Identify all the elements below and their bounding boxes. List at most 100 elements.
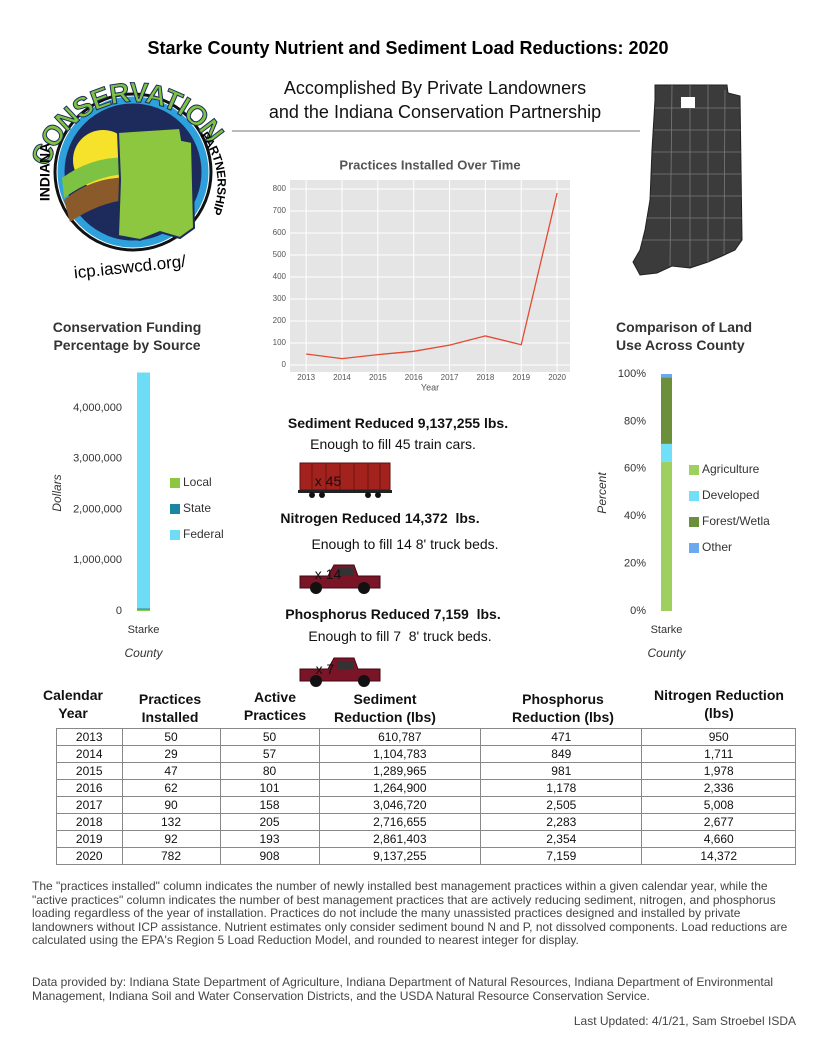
y-tick-label: 600 <box>273 228 287 237</box>
table-cell: 7,159 <box>480 847 643 865</box>
page-title: Starke County Nutrient and Sediment Load… <box>147 38 668 58</box>
table-cell: 2,716,655 <box>318 813 482 831</box>
bar-segment <box>661 377 672 444</box>
table-cell: 158 <box>219 796 320 814</box>
legend-swatch <box>689 543 699 553</box>
bar-segment <box>661 443 672 462</box>
table-cell: 2,505 <box>480 796 643 814</box>
legend-swatch <box>170 478 180 488</box>
y-tick-label: 0 <box>282 360 287 369</box>
column-header: Phosphorus Reduction (lbs) <box>512 691 614 725</box>
table-cell: 205 <box>219 813 320 831</box>
bar-segment <box>137 372 150 609</box>
last-updated: Last Updated: 4/1/21, Sam Stroebel ISDA <box>573 1014 796 1028</box>
legend-swatch <box>170 530 180 540</box>
logo-url: icp.iaswcd.org/ <box>73 252 187 283</box>
y-tick-label: 0 <box>116 605 122 617</box>
bar-segment <box>661 374 672 378</box>
table-row: 2014 29 57 1,104,783 849 1,711 <box>56 745 796 763</box>
table-cell: 50 <box>121 728 221 746</box>
table-cell: 849 <box>480 745 643 763</box>
y-tick-label: 100% <box>618 368 646 380</box>
stat-detail: Enough to fill 14 8' truck beds. <box>311 536 499 552</box>
table-cell: 2,677 <box>641 813 796 831</box>
y-tick-label: 1,000,000 <box>73 554 122 566</box>
stat-count: x 14 <box>314 566 342 582</box>
stat-count: x 45 <box>314 473 342 489</box>
legend-swatch <box>689 517 699 527</box>
column-header: Active Practices <box>243 689 307 723</box>
logo: CONSERVATION INDIANA PARTNERSHIP icp.ias… <box>25 77 230 283</box>
table-row: 2015 47 80 1,289,965 981 1,978 <box>56 762 796 780</box>
chart-title: Conservation Funding Percentage by Sourc… <box>52 319 202 353</box>
legend-label: Developed <box>702 488 759 502</box>
legend-label: Federal <box>183 527 224 541</box>
table-cell: 2013 <box>56 728 123 746</box>
legend-label: Agriculture <box>702 462 760 476</box>
x-tick-label: 2016 <box>405 373 423 382</box>
table-cell: 2016 <box>56 779 123 797</box>
y-tick-label: 2,000,000 <box>73 503 122 515</box>
table-cell: 2,283 <box>480 813 643 831</box>
table-cell: 57 <box>219 745 320 763</box>
table-row: 2013 50 50 610,787 471 950 <box>56 728 796 746</box>
column-header: Practices Installed <box>138 691 202 725</box>
x-axis-label: County <box>647 646 686 660</box>
table-cell: 62 <box>121 779 221 797</box>
x-axis-label: County <box>124 646 163 660</box>
x-tick-label: 2018 <box>476 373 494 382</box>
subtitle: Accomplished By Private Landowners <box>283 78 587 98</box>
table-cell: 2019 <box>56 830 123 848</box>
y-tick-label: 3,000,000 <box>73 453 122 465</box>
table-cell: 2,354 <box>480 830 643 848</box>
data-table: 2013 50 50 610,787 471 950 2014 29 57 1,104,783 84… <box>56 728 796 865</box>
column-header: Sediment Reduction (lbs) <box>334 691 436 725</box>
sources: Data provided by: Indiana State Departme… <box>32 975 774 1003</box>
table-cell: 92 <box>121 830 221 848</box>
subtitle: and the Indiana Conservation Partnership <box>268 102 602 122</box>
x-tick-label: Starke <box>128 624 160 636</box>
y-tick-label: 40% <box>624 510 646 522</box>
table-cell: 908 <box>219 847 320 865</box>
table-cell: 2017 <box>56 796 123 814</box>
footnote: The "practices installed" column indicat… <box>32 879 788 947</box>
y-tick-label: 60% <box>624 463 646 475</box>
legend-label: Other <box>702 540 732 554</box>
stat-detail: Enough to fill 7 8' truck beds. <box>308 628 492 644</box>
truck-icon <box>299 564 381 594</box>
table-row: 2019 92 193 2,861,403 2,354 4,660 <box>56 830 796 848</box>
table-cell: 29 <box>121 745 221 763</box>
table-cell: 1,289,965 <box>318 762 482 780</box>
legend-label: State <box>183 501 211 515</box>
table-cell: 80 <box>219 762 320 780</box>
y-tick-label: 800 <box>273 184 287 193</box>
bar-segment <box>137 608 150 610</box>
y-tick-label: 0% <box>630 605 646 617</box>
table-cell: 610,787 <box>318 728 482 746</box>
table-cell: 3,046,720 <box>318 796 482 814</box>
table-row: 2016 62 101 1,264,900 1,178 2,336 <box>56 779 796 797</box>
stat-headline: Phosphorus Reduced 7,159 lbs. <box>285 606 501 622</box>
bar-segment <box>661 461 672 611</box>
x-tick-label: Starke <box>651 624 683 636</box>
y-tick-label: 4,000,000 <box>73 402 122 414</box>
table-cell: 471 <box>480 728 643 746</box>
y-tick-label: 20% <box>624 558 646 570</box>
y-tick-label: 500 <box>273 250 287 259</box>
legend-swatch <box>170 504 180 514</box>
y-tick-label: 100 <box>273 338 287 347</box>
table-row: 2020 782 908 9,137,255 7,159 14,372 <box>56 847 796 865</box>
table-cell: 2,336 <box>641 779 796 797</box>
table-cell: 1,711 <box>641 745 796 763</box>
legend-label: Forest/Wetla <box>702 514 770 528</box>
table-cell: 101 <box>219 779 320 797</box>
state-map <box>632 84 743 276</box>
column-header: Nitrogen Reduction (lbs) <box>654 687 784 721</box>
legend-swatch <box>689 465 699 475</box>
table-cell: 4,660 <box>641 830 796 848</box>
y-tick-label: 700 <box>273 206 287 215</box>
y-tick-label: 200 <box>273 316 287 325</box>
y-axis-label: Percent <box>595 472 609 514</box>
column-header: Calendar Year <box>43 687 103 721</box>
